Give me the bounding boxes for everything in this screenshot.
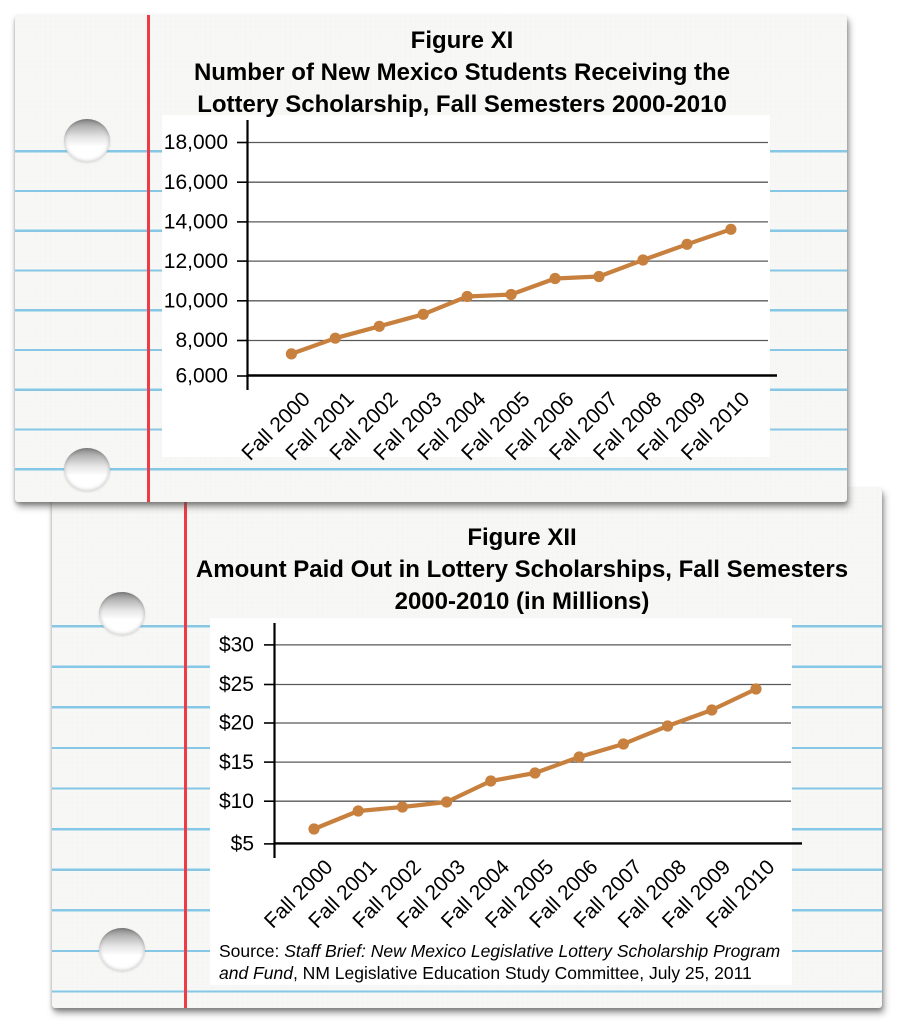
svg-text:$5: $5 (231, 833, 254, 856)
svg-text:$25: $25 (219, 673, 254, 696)
svg-text:$30: $30 (219, 634, 254, 657)
svg-text:$15: $15 (219, 751, 254, 774)
svg-text:18,000: 18,000 (164, 131, 228, 154)
svg-text:14,000: 14,000 (164, 211, 228, 234)
svg-text:$20: $20 (219, 712, 254, 735)
svg-text:8,000: 8,000 (175, 329, 228, 352)
svg-text:10,000: 10,000 (164, 290, 228, 313)
svg-text:6,000: 6,000 (175, 365, 228, 388)
svg-text:16,000: 16,000 (164, 171, 228, 194)
svg-text:12,000: 12,000 (164, 250, 228, 273)
svg-text:$10: $10 (219, 790, 254, 813)
